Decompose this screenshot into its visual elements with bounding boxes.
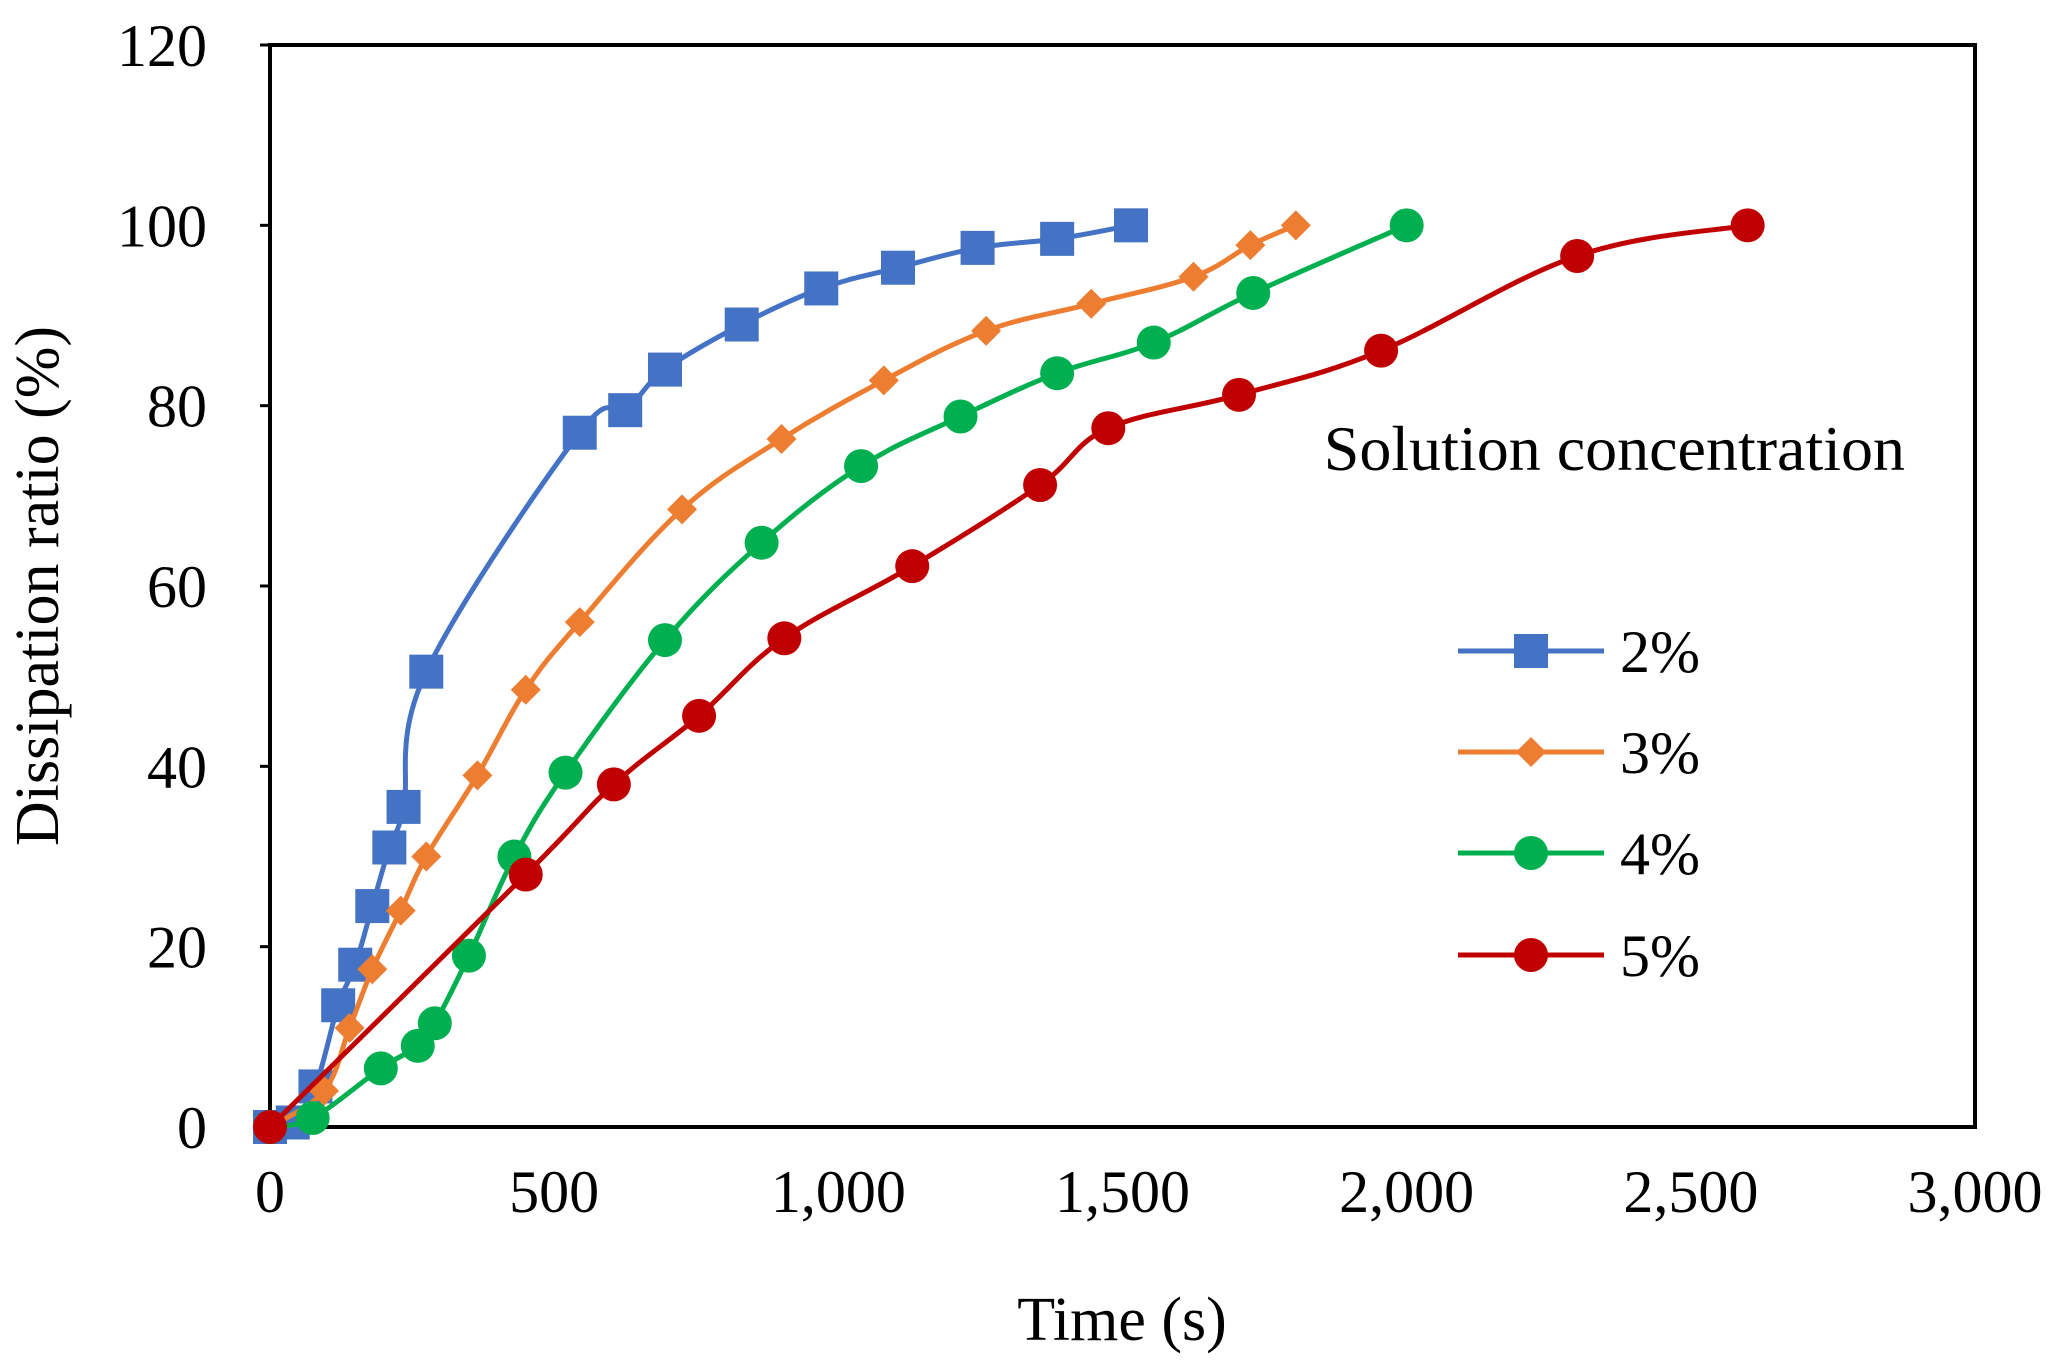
series-2pct [253, 208, 1149, 1144]
series-layer [253, 208, 1765, 1144]
data-point [667, 494, 698, 525]
data-point [1091, 411, 1126, 446]
data-point [1040, 221, 1075, 256]
legend-title: Solution concentration [1324, 413, 1905, 484]
series-3pct [255, 210, 1311, 1142]
legend-marker [1514, 634, 1548, 668]
x-tick-label: 1,000 [771, 1159, 906, 1225]
data-point [386, 789, 421, 824]
legend-marker [1516, 737, 1546, 767]
x-tick-label: 500 [509, 1159, 599, 1225]
data-point [548, 755, 583, 790]
data-point [1389, 208, 1424, 243]
data-point [1076, 288, 1107, 319]
data-point [1280, 210, 1311, 241]
x-tick-label: 1,500 [1055, 1159, 1190, 1225]
data-point [960, 230, 995, 265]
x-tick-label: 3,000 [1908, 1159, 2043, 1225]
series-line [267, 222, 1751, 1130]
legend-marker [1514, 836, 1548, 870]
data-point [608, 393, 643, 428]
data-point [357, 954, 388, 985]
data-point [385, 895, 416, 926]
x-tick-label: 2,500 [1623, 1159, 1758, 1225]
series-5pct [253, 208, 1765, 1144]
data-point [1236, 275, 1271, 310]
data-point [943, 399, 978, 434]
y-tick-label: 60 [147, 554, 207, 620]
legend-item: 5% [1458, 923, 1700, 989]
data-point [1364, 333, 1399, 368]
data-point [682, 698, 717, 733]
data-point [1730, 208, 1765, 243]
x-axis-ticks: 0 500 1,000 1,500 2,000 2,500 3,000 [255, 1159, 2043, 1225]
data-point [881, 250, 916, 285]
y-tick-label: 100 [117, 193, 207, 259]
legend-item: 2% [1458, 619, 1700, 685]
legend-label: 2% [1620, 619, 1700, 685]
x-tick-label: 2,000 [1339, 1159, 1474, 1225]
data-point [451, 938, 486, 973]
y-tick-label: 20 [147, 915, 207, 981]
data-point [868, 365, 899, 396]
data-point [334, 1012, 365, 1043]
y-axis-ticks: 0 20 40 60 80 100 120 [117, 13, 270, 1161]
data-point [1040, 356, 1075, 391]
y-axis-title: Dissipation ratio (%) [4, 326, 72, 846]
data-point [844, 449, 879, 484]
data-point [895, 549, 930, 584]
data-point [647, 623, 682, 658]
data-point [372, 830, 407, 865]
data-point [766, 424, 797, 455]
y-tick-label: 120 [117, 13, 207, 79]
legend: Solution concentration 2% 3% 4% 5% [1324, 413, 1905, 989]
data-point [409, 654, 444, 689]
data-point [562, 415, 597, 450]
data-point [355, 889, 390, 924]
data-point [295, 1100, 330, 1135]
data-point [1023, 468, 1058, 503]
data-point [1235, 230, 1266, 261]
data-point [1136, 325, 1171, 360]
data-point [971, 315, 1002, 346]
legend-label: 3% [1620, 720, 1700, 786]
data-point [1114, 208, 1149, 243]
data-point [596, 767, 631, 802]
data-point [647, 352, 682, 387]
y-tick-label: 80 [147, 374, 207, 440]
data-point [462, 760, 493, 791]
data-point [253, 1110, 287, 1144]
y-tick-label: 40 [147, 734, 207, 800]
data-point [804, 271, 839, 306]
data-point [767, 621, 802, 656]
data-point [1222, 377, 1257, 412]
legend-label: 4% [1620, 821, 1700, 887]
data-point [411, 841, 442, 872]
data-point [363, 1051, 398, 1086]
data-point [744, 525, 779, 560]
data-point [510, 674, 541, 705]
data-point [1178, 261, 1209, 292]
x-axis-title: Time (s) [1017, 1286, 1227, 1354]
data-point [564, 607, 595, 638]
legend-marker [1514, 938, 1548, 972]
legend-label: 5% [1620, 923, 1700, 989]
y-tick-label: 0 [177, 1095, 207, 1161]
legend-item: 3% [1458, 720, 1700, 786]
x-tick-label: 0 [255, 1159, 285, 1225]
data-point [1560, 238, 1595, 273]
data-point [417, 1006, 452, 1041]
legend-item: 4% [1458, 821, 1700, 887]
data-point [508, 857, 543, 892]
data-point [724, 307, 759, 342]
